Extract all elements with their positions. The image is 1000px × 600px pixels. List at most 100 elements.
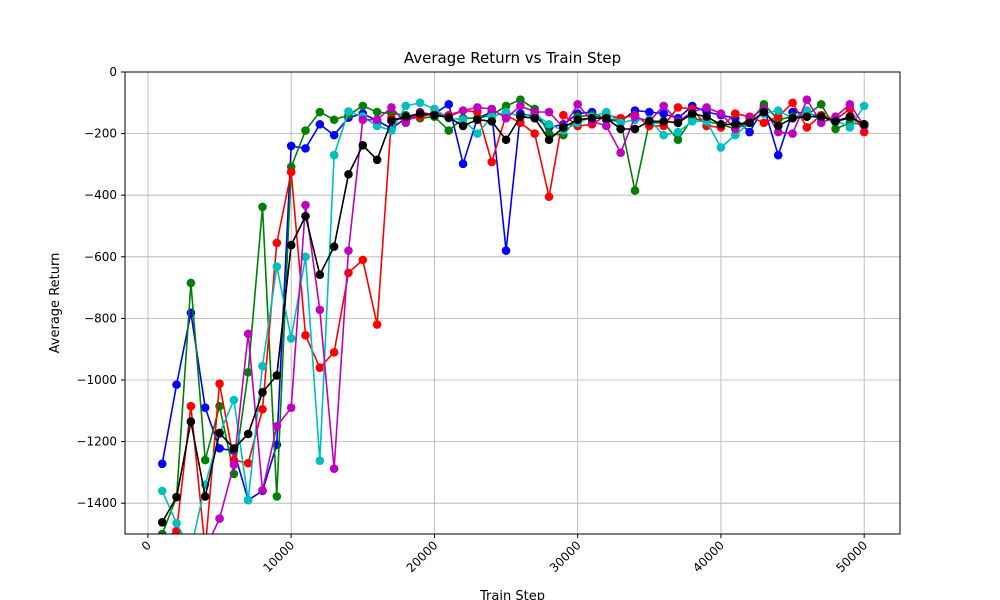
data-point bbox=[487, 157, 497, 167]
data-point bbox=[544, 135, 554, 145]
y-tick-label: −400 bbox=[84, 188, 117, 202]
data-point bbox=[759, 118, 769, 128]
data-point bbox=[602, 107, 611, 117]
data-point bbox=[559, 123, 568, 132]
data-point bbox=[358, 115, 368, 125]
series-5 bbox=[211, 95, 869, 534]
data-point bbox=[673, 135, 683, 145]
data-point bbox=[258, 485, 267, 495]
data-point bbox=[473, 115, 482, 125]
data-point bbox=[157, 459, 167, 469]
data-point bbox=[315, 270, 325, 279]
data-point bbox=[157, 517, 167, 527]
data-point bbox=[315, 120, 325, 129]
data-point bbox=[401, 118, 411, 128]
data-point bbox=[186, 278, 196, 288]
data-point bbox=[329, 150, 339, 160]
data-point bbox=[845, 100, 855, 109]
data-point bbox=[802, 95, 812, 105]
data-point bbox=[415, 98, 425, 108]
data-point bbox=[272, 492, 282, 501]
data-point bbox=[487, 104, 497, 114]
data-point bbox=[673, 118, 683, 128]
data-point bbox=[816, 100, 826, 109]
data-point bbox=[286, 334, 296, 343]
data-point bbox=[301, 252, 310, 262]
y-tick-label: −800 bbox=[84, 311, 117, 325]
data-point bbox=[587, 113, 597, 123]
data-point bbox=[229, 460, 239, 470]
data-point bbox=[315, 305, 325, 315]
data-point bbox=[802, 112, 812, 121]
data-point bbox=[730, 130, 740, 140]
data-point bbox=[444, 100, 454, 109]
data-point bbox=[544, 120, 554, 129]
data-point bbox=[687, 116, 697, 126]
data-point bbox=[659, 116, 668, 126]
data-point bbox=[730, 109, 740, 118]
data-point bbox=[458, 159, 468, 169]
data-point bbox=[215, 428, 224, 438]
data-point bbox=[602, 121, 611, 131]
y-tick-label: −1200 bbox=[76, 435, 117, 449]
x-axis-label: Train Step bbox=[479, 589, 545, 600]
data-point bbox=[372, 155, 382, 165]
data-point bbox=[602, 113, 611, 123]
data-point bbox=[673, 103, 683, 112]
data-point bbox=[286, 167, 296, 177]
grid-lines bbox=[125, 71, 900, 534]
data-point bbox=[401, 112, 411, 121]
data-point bbox=[315, 107, 325, 117]
data-point bbox=[487, 116, 497, 126]
data-point bbox=[301, 144, 310, 153]
data-point bbox=[301, 331, 310, 340]
data-point bbox=[544, 107, 554, 117]
data-point bbox=[344, 268, 353, 278]
data-point bbox=[172, 518, 181, 528]
data-point bbox=[272, 371, 282, 380]
data-point bbox=[716, 143, 726, 152]
data-point bbox=[702, 112, 711, 121]
data-point bbox=[401, 101, 411, 111]
data-point bbox=[372, 121, 382, 131]
data-point bbox=[730, 120, 740, 129]
data-point bbox=[458, 106, 468, 115]
data-point bbox=[430, 104, 439, 114]
y-tick-label: −200 bbox=[84, 127, 117, 141]
data-point bbox=[673, 127, 683, 137]
data-point bbox=[501, 246, 511, 255]
data-point bbox=[229, 444, 239, 453]
data-point bbox=[530, 107, 540, 117]
data-point bbox=[559, 110, 568, 120]
data-point bbox=[229, 395, 239, 405]
data-point bbox=[788, 113, 797, 123]
data-point bbox=[329, 464, 339, 474]
data-point bbox=[329, 347, 339, 357]
data-point bbox=[344, 107, 353, 116]
data-point bbox=[544, 192, 554, 202]
data-point bbox=[301, 211, 310, 221]
data-point bbox=[358, 255, 368, 265]
data-point bbox=[258, 202, 267, 212]
data-point bbox=[501, 107, 511, 117]
data-point bbox=[215, 514, 224, 523]
data-point bbox=[845, 112, 855, 121]
data-point bbox=[645, 116, 654, 126]
data-point bbox=[859, 101, 869, 111]
data-point bbox=[329, 130, 339, 140]
data-point bbox=[645, 107, 654, 117]
data-point bbox=[243, 368, 253, 377]
data-point bbox=[659, 101, 668, 111]
data-point bbox=[716, 120, 726, 129]
data-point bbox=[301, 126, 310, 135]
data-point bbox=[773, 127, 783, 137]
data-point bbox=[501, 101, 511, 111]
data-point bbox=[458, 121, 468, 131]
data-point bbox=[745, 118, 754, 128]
data-point bbox=[286, 403, 296, 413]
data-point bbox=[501, 113, 511, 123]
y-tick-label: −600 bbox=[84, 250, 117, 264]
data-point bbox=[630, 112, 640, 121]
data-point bbox=[573, 115, 582, 125]
data-point bbox=[215, 379, 224, 388]
